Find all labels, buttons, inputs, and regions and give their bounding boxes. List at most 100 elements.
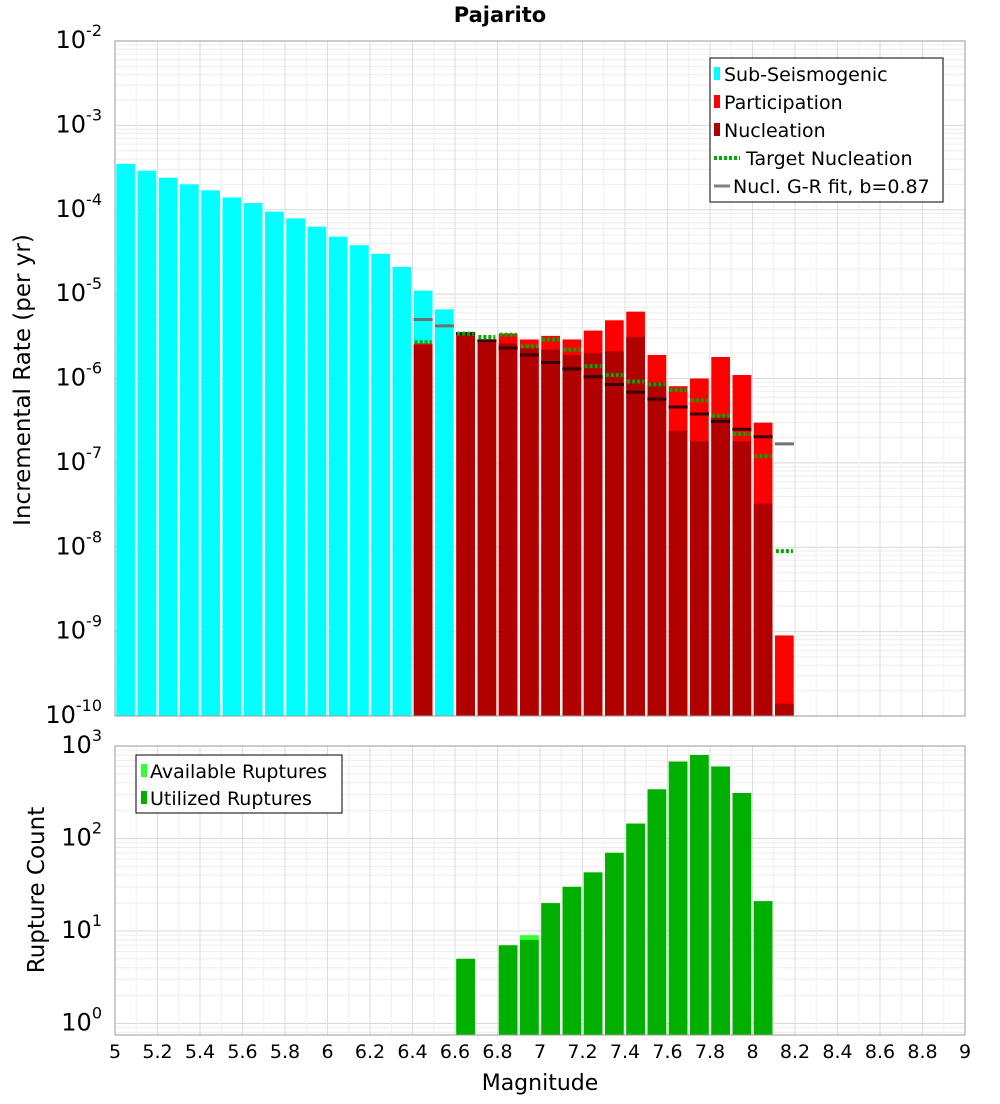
legend-label: Utilized Ruptures: [150, 788, 312, 810]
bar: [668, 761, 688, 1035]
bar: [307, 226, 327, 716]
bar: [477, 340, 497, 716]
top-y-ticks: 10-10 10-9 10-8 10-7 10-6 10-5 10-4 10-3 10-2: [45, 21, 102, 729]
bar: [180, 184, 199, 717]
bar: [265, 211, 284, 716]
y-tick-label: 10-9: [56, 612, 103, 645]
bar: [456, 958, 475, 1035]
bar: [371, 253, 390, 716]
legend-label: Sub-Seismogenic: [724, 64, 888, 86]
bar: [711, 416, 730, 716]
y-tick-label: 102: [61, 818, 102, 851]
x-tick-label: 5.2: [142, 1041, 172, 1063]
bar: [690, 441, 709, 716]
x-tick-label: 7.2: [567, 1041, 597, 1063]
y-tick-label: 10-6: [56, 359, 103, 392]
bar: [201, 190, 220, 716]
bar: [753, 503, 773, 716]
bar: [498, 343, 518, 716]
bar: [626, 337, 645, 716]
x-tick-label: 8.4: [822, 1041, 852, 1063]
x-tick-label: 5.8: [270, 1041, 300, 1063]
legend-swatch: [141, 791, 147, 804]
bottom-plot-frame: [114, 745, 966, 1036]
bar: [413, 344, 433, 716]
y-tick-label: 10-5: [56, 274, 103, 307]
legend-box: [135, 754, 343, 814]
bar: [350, 245, 369, 717]
bar: [711, 766, 730, 1035]
x-tick-label: 7: [534, 1041, 546, 1063]
y-tick-label: 10-3: [56, 105, 103, 138]
bar: [647, 382, 667, 716]
x-tick-label: 6: [321, 1041, 333, 1063]
bar: [286, 218, 305, 717]
bar: [690, 754, 709, 1035]
legend-swatch: [714, 67, 720, 80]
legend-label: Nucl. G-R fit, b=0.87: [733, 176, 930, 198]
y-tick-label: 10-2: [56, 21, 103, 54]
bar: [562, 354, 582, 716]
bar: [775, 635, 794, 716]
x-ticks: 5 5.2 5.4 5.6 5.8 6 6.2 6.4 6.6 6.8 7 7.2 7.4 7.6 7.8 8…: [109, 1041, 971, 1063]
bar: [498, 945, 518, 1035]
chart-title: Pajarito: [454, 3, 546, 27]
legend-label: Nucleation: [724, 120, 826, 142]
x-axis-label: Magnitude: [482, 1071, 599, 1096]
x-tick-label: 8.6: [865, 1041, 895, 1063]
x-tick-label: 7.6: [652, 1041, 682, 1063]
legend-label: Available Ruptures: [150, 761, 327, 783]
bar: [520, 939, 539, 1035]
bar: [583, 353, 603, 716]
bar: [626, 823, 645, 1035]
bar: [541, 903, 560, 1035]
x-tick-label: 8.2: [780, 1041, 810, 1063]
legend-box: [709, 57, 944, 203]
x-tick-label: 5: [109, 1041, 121, 1063]
top-bars: [116, 163, 794, 717]
top-plot-frame: [114, 40, 966, 717]
x-tick-label: 6.4: [397, 1041, 427, 1063]
bottom-legend: Available Ruptures Utilized Ruptures: [135, 754, 343, 814]
x-tick-label: 6.2: [355, 1041, 385, 1063]
bar: [541, 349, 560, 716]
x-tick-label: 5.6: [227, 1041, 257, 1063]
bar: [732, 441, 752, 716]
legend-swatch: [714, 123, 720, 136]
bar: [158, 177, 178, 716]
bar: [137, 170, 157, 716]
bottom-grid: [114, 746, 966, 1035]
x-tick-label: 6.6: [440, 1041, 470, 1063]
top-lines: [413, 318, 794, 554]
y-tick-label: 103: [61, 726, 102, 759]
legend-label: Target Nucleation: [745, 148, 913, 170]
bar: [605, 351, 624, 716]
y-tick-label: 10-7: [56, 443, 103, 476]
bar: [732, 793, 752, 1035]
y-tick-label: 100: [61, 1003, 102, 1036]
bottom-y-ticks: 100 101 102 103: [61, 726, 102, 1036]
bar: [583, 872, 603, 1035]
x-tick-label: 7.4: [610, 1041, 640, 1063]
top-legend: Sub-Seismogenic Participation Nucleation Ta…: [709, 57, 944, 203]
bar: [753, 901, 773, 1035]
bottom-bars: [456, 754, 773, 1035]
bar: [392, 266, 412, 716]
bar: [668, 430, 688, 716]
x-tick-label: 6.8: [482, 1041, 512, 1063]
legend-swatch: [141, 764, 147, 777]
x-tick-label: 7.8: [695, 1041, 725, 1063]
bar: [647, 789, 667, 1035]
bottom-y-axis-label: Rupture Count: [24, 807, 50, 973]
y-tick-label: 10-4: [56, 190, 103, 223]
x-tick-label: 9: [959, 1041, 971, 1063]
bar: [243, 203, 263, 716]
bar: [520, 347, 539, 716]
bar: [456, 333, 475, 716]
bar: [775, 703, 794, 716]
y-tick-label: 10-10: [45, 696, 102, 729]
bar: [328, 236, 348, 716]
x-tick-label: 8.8: [907, 1041, 937, 1063]
y-tick-label: 10-8: [56, 527, 103, 560]
